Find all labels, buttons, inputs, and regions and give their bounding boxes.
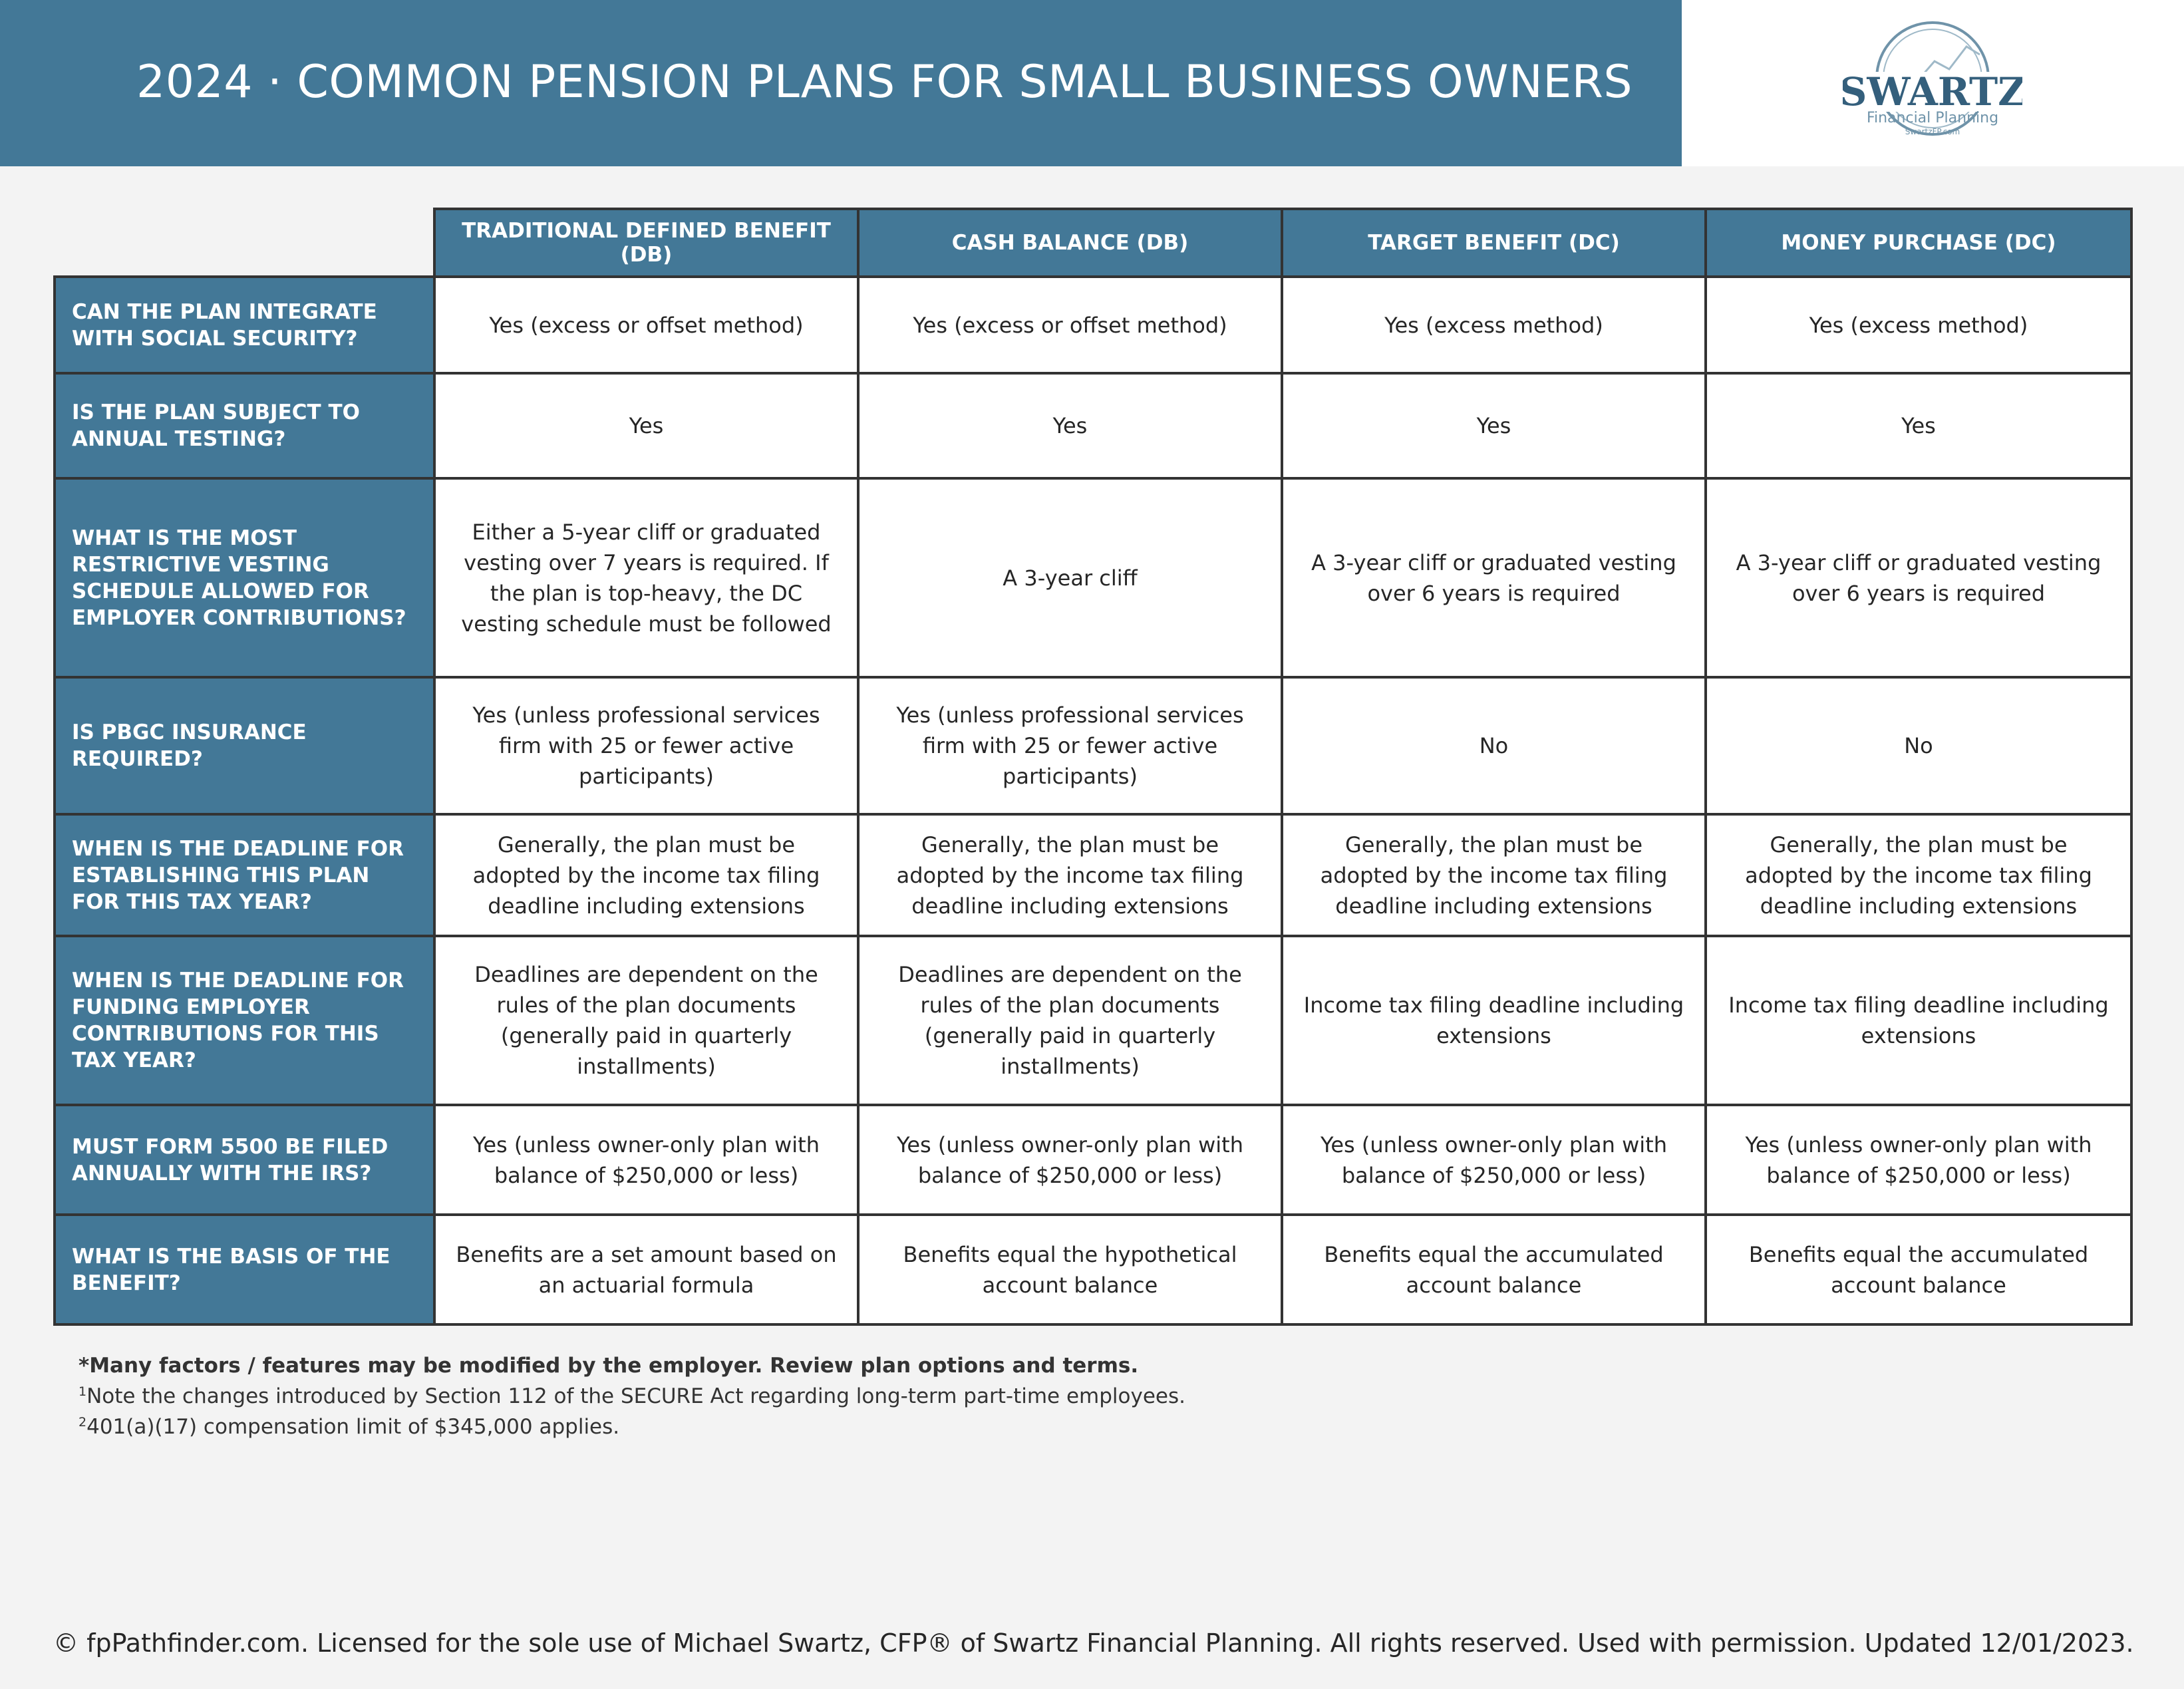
table-cell: Yes (excess or offset method) xyxy=(433,275,859,375)
table-cell: A 3-year cliff xyxy=(857,477,1283,679)
table-row: WHEN IS THE DEADLINE FOR FUNDING EMPLOYE… xyxy=(53,935,2133,1106)
table-row: WHEN IS THE DEADLINE FOR ESTABLISHING TH… xyxy=(53,813,2133,937)
table-cell: Either a 5-year cliff or graduated vesti… xyxy=(433,477,859,679)
header-band xyxy=(0,0,1682,166)
swartz-logo: SWARTZ Financial Planning SwartzFP.com xyxy=(1843,21,2022,136)
footnote-1-marker: 1 xyxy=(78,1384,87,1399)
column-header: CASH BALANCE (DB) xyxy=(857,208,1283,278)
table-cell: Benefits equal the accumulated account b… xyxy=(1704,1213,2133,1326)
table-cell: Benefits equal the accumulated account b… xyxy=(1281,1213,1707,1326)
footnotes: *Many factors / features may be modified… xyxy=(78,1350,1185,1442)
table-cell: Generally, the plan must be adopted by t… xyxy=(1281,813,1707,937)
column-header: MONEY PURCHASE (DC) xyxy=(1704,208,2133,278)
table-cell: Benefits are a set amount based on an ac… xyxy=(433,1213,859,1326)
table-row: MUST FORM 5500 BE FILED ANNUALLY WITH TH… xyxy=(53,1104,2133,1216)
footnote-bold: *Many factors / features may be modified… xyxy=(78,1354,1139,1378)
footnote-2-marker: 2 xyxy=(78,1415,87,1430)
logo-subtitle: Financial Planning xyxy=(1867,110,1998,126)
table-cell: Yes xyxy=(1704,372,2133,480)
table-cell: Yes (unless owner-only plan with balance… xyxy=(1704,1104,2133,1216)
table-cell: Yes (unless owner-only plan with balance… xyxy=(433,1104,859,1216)
logo-name: SWARTZ xyxy=(1843,69,2022,114)
row-header: WHEN IS THE DEADLINE FOR ESTABLISHING TH… xyxy=(53,813,436,937)
copyright-footer: © fpPathfinder.com. Licensed for the sol… xyxy=(53,1628,2134,1658)
table-row: WHAT IS THE MOST RESTRICTIVE VESTING SCH… xyxy=(53,477,2133,679)
table-cell: Benefits equal the hypothetical account … xyxy=(857,1213,1283,1326)
footnote-2-text: 401(a)(17) compensation limit of $345,00… xyxy=(86,1415,620,1439)
table-row: WHAT IS THE BASIS OF THE BENEFIT? Benefi… xyxy=(53,1213,2133,1326)
table-header-row: TRADITIONAL DEFINED BENEFIT (DB) CASH BA… xyxy=(55,208,2133,278)
table-corner xyxy=(55,209,436,278)
table-row: IS THE PLAN SUBJECT TO ANNUAL TESTING? Y… xyxy=(53,372,2133,480)
table-cell: Yes (unless professional services firm w… xyxy=(857,676,1283,816)
table-cell: Yes (excess method) xyxy=(1704,275,2133,375)
logo-url: SwartzFP.com xyxy=(1905,127,1960,136)
table-cell: Yes xyxy=(433,372,859,480)
pension-plans-table: TRADITIONAL DEFINED BENEFIT (DB) CASH BA… xyxy=(53,208,2133,1326)
column-header: TARGET BENEFIT (DC) xyxy=(1281,208,1707,278)
row-header: MUST FORM 5500 BE FILED ANNUALLY WITH TH… xyxy=(53,1104,436,1216)
row-header: WHAT IS THE MOST RESTRICTIVE VESTING SCH… xyxy=(53,477,436,679)
table-cell: Yes (unless owner-only plan with balance… xyxy=(1281,1104,1707,1216)
table-cell: Yes (unless owner-only plan with balance… xyxy=(857,1104,1283,1216)
table-cell: Deadlines are dependent on the rules of … xyxy=(857,935,1283,1106)
table-cell: Income tax filing deadline including ext… xyxy=(1704,935,2133,1106)
table-cell: Yes (excess or offset method) xyxy=(857,275,1283,375)
row-header: CAN THE PLAN INTEGRATE WITH SOCIAL SECUR… xyxy=(53,275,436,375)
table-row: CAN THE PLAN INTEGRATE WITH SOCIAL SECUR… xyxy=(53,275,2133,375)
table-cell: Generally, the plan must be adopted by t… xyxy=(1704,813,2133,937)
footnote-1-text: Note the changes introduced by Section 1… xyxy=(86,1384,1185,1408)
table-cell: Generally, the plan must be adopted by t… xyxy=(433,813,859,937)
table-cell: A 3-year cliff or graduated vesting over… xyxy=(1281,477,1707,679)
row-header: IS PBGC INSURANCE REQUIRED? xyxy=(53,676,436,816)
table-cell: Yes (unless professional services firm w… xyxy=(433,676,859,816)
table-cell: Income tax filing deadline including ext… xyxy=(1281,935,1707,1106)
footnote-1: 1Note the changes introduced by Section … xyxy=(78,1381,1185,1412)
table-cell: Deadlines are dependent on the rules of … xyxy=(433,935,859,1106)
row-header: WHAT IS THE BASIS OF THE BENEFIT? xyxy=(53,1213,436,1326)
table-cell: Yes xyxy=(857,372,1283,480)
table-cell: Yes xyxy=(1281,372,1707,480)
table-cell: No xyxy=(1704,676,2133,816)
row-header: WHEN IS THE DEADLINE FOR FUNDING EMPLOYE… xyxy=(53,935,436,1106)
table-row: IS PBGC INSURANCE REQUIRED? Yes (unless … xyxy=(53,676,2133,816)
table-cell: Yes (excess method) xyxy=(1281,275,1707,375)
footnote-2: 2401(a)(17) compensation limit of $345,0… xyxy=(78,1412,1185,1442)
table-cell: Generally, the plan must be adopted by t… xyxy=(857,813,1283,937)
row-header: IS THE PLAN SUBJECT TO ANNUAL TESTING? xyxy=(53,372,436,480)
column-header: TRADITIONAL DEFINED BENEFIT (DB) xyxy=(433,208,859,278)
page-title: 2024 · COMMON PENSION PLANS FOR SMALL BU… xyxy=(136,56,1633,108)
table-cell: A 3-year cliff or graduated vesting over… xyxy=(1704,477,2133,679)
table-cell: No xyxy=(1281,676,1707,816)
